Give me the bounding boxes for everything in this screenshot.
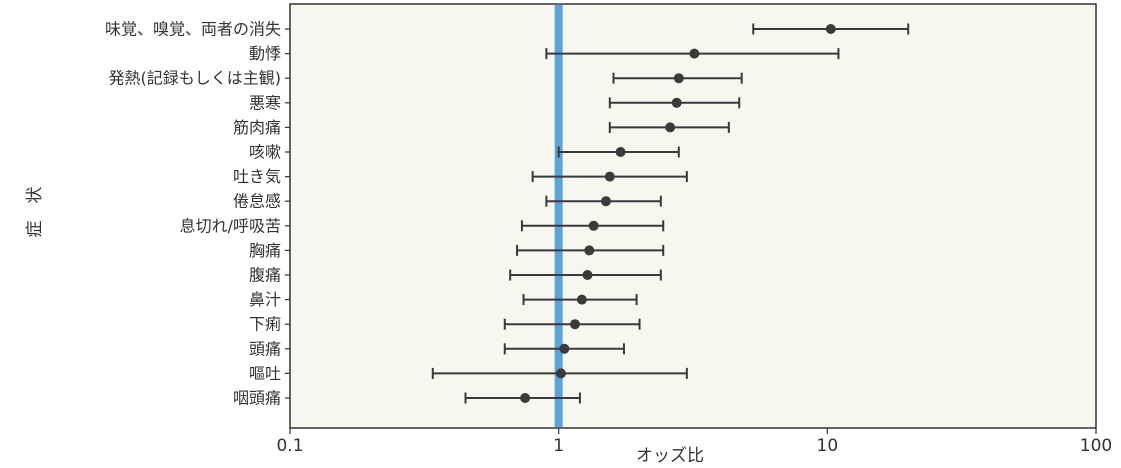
category-label: 倦怠感 [233,192,281,211]
x-tick-label: 1 [553,436,564,456]
category-label: 腹痛 [249,266,281,285]
category-label: 胸痛 [249,241,281,260]
plot-area [289,3,1097,429]
y-axis-title: 症 状 [25,187,45,238]
odds-ratio-point [604,171,615,182]
odds-ratio-point [671,97,682,108]
category-label: 嘔吐 [249,364,281,383]
x-tick-label: 0.1 [276,436,303,456]
odds-ratio-point [555,368,566,379]
category-label: 味覚、嗅覚、両者の消失 [105,20,281,39]
odds-ratio-point [673,73,684,84]
x-axis-title: オッズ比 [636,446,704,466]
odds-ratio-point [520,393,531,403]
category-label: 筋肉痛 [233,118,281,137]
x-tick-label: 10 [817,436,839,456]
odds-ratio-point [582,270,593,280]
odds-ratio-point [825,24,836,34]
category-label: 吐き気 [233,167,281,186]
category-label: 発熱(記録もしくは主観) [109,69,282,88]
category-label: 悪寒 [249,93,281,112]
category-label: 鼻汁 [249,290,281,309]
odds-ratio-point [559,343,570,354]
category-label: 頭痛 [249,339,281,358]
category-label: 動悸 [249,44,281,63]
odds-ratio-point [569,319,580,330]
x-tick-label: 100 [1080,436,1112,456]
category-label: 息切れ/呼吸苦 [180,216,281,235]
odds-ratio-point [689,48,700,59]
category-label: 下痢 [249,315,281,334]
odds-ratio-point [615,147,626,157]
odds-ratio-point [588,220,599,231]
odds-ratio-point [665,122,676,133]
odds-ratio-point [584,245,595,256]
odds-ratio-point [576,294,587,305]
category-label: 咳嗽 [249,143,281,162]
category-label: 咽頭痛 [233,389,281,408]
odds-ratio-point [600,196,611,207]
